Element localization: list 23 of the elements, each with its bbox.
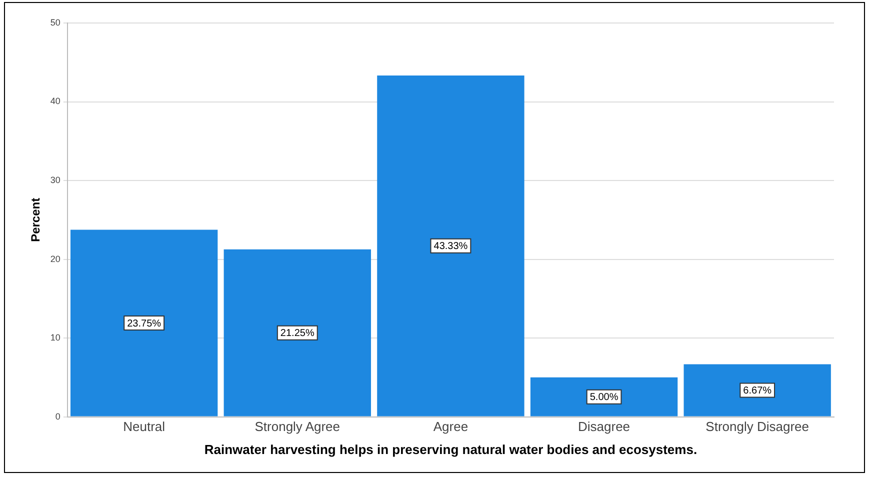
bar (684, 364, 831, 416)
x-axis-title: Rainwater harvesting helps in preserving natural water bodies and ecosystems. (204, 442, 698, 457)
x-tick-label: Disagree (578, 419, 630, 434)
y-tick-label: 50 (50, 17, 60, 28)
bar (70, 230, 218, 416)
y-tick-label: 10 (50, 332, 60, 343)
x-tick-label: Strongly Agree (254, 419, 340, 434)
data-label: 6.67% (743, 386, 772, 397)
x-tick-label: Agree (433, 419, 468, 434)
data-label: 43.33% (434, 241, 468, 252)
y-tick-label: 40 (50, 96, 60, 106)
bar (530, 377, 678, 416)
y-tick-label: 0 (55, 411, 60, 422)
x-tick-label: Strongly Disagree (706, 419, 810, 434)
data-label: 21.25% (280, 328, 314, 340)
y-axis-title: Percent (28, 198, 43, 242)
y-tick-label: 20 (50, 254, 60, 264)
data-label: 23.75% (127, 318, 162, 330)
bar (224, 249, 371, 416)
x-tick-label: Neutral (123, 419, 166, 434)
y-tick-label: 30 (50, 175, 60, 186)
data-label: 5.00% (590, 392, 618, 404)
bar (377, 76, 524, 416)
